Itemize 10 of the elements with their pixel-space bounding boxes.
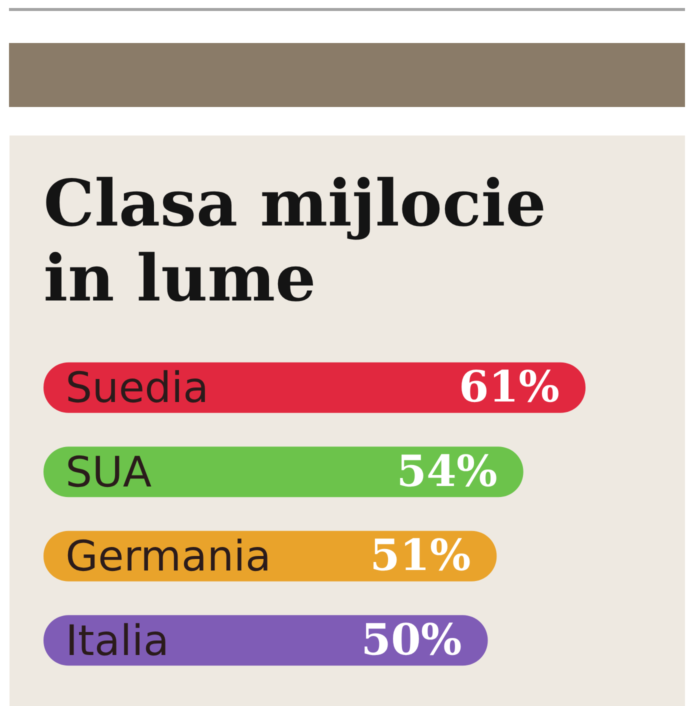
data-label: 54%	[396, 446, 498, 497]
data-label: 61%	[458, 362, 560, 413]
y-tick-label: Germania	[66, 532, 272, 581]
data-label: 50%	[361, 615, 462, 666]
y-tick-label: Italia	[66, 616, 170, 665]
bar	[44, 446, 524, 498]
y-tick-label: Suedia	[66, 363, 209, 412]
y-tick-label: SUA	[66, 447, 152, 496]
data-label: 51%	[370, 531, 471, 582]
chart-title: Clasa mijlocie in lume	[44, 166, 546, 316]
